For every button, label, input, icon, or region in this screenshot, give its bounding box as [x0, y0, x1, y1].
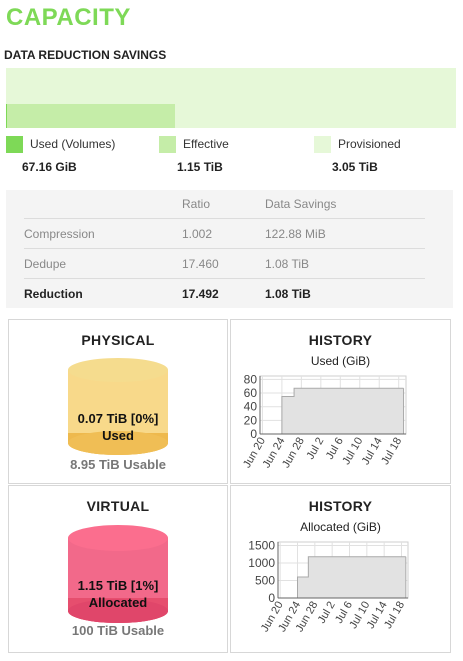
history-area: [278, 556, 406, 598]
virtual-panel: VIRTUAL 1.15 TiB [1%] Allocated 100 TiB …: [8, 485, 228, 653]
header-data-savings: Data Savings: [265, 197, 337, 211]
reduction-stats-table: Ratio Data Savings Compression 1.002 122…: [6, 190, 453, 308]
table-row: Dedupe 17.460 1.08 TiB: [24, 248, 425, 279]
history-allocated-subtitle: Allocated (GiB): [300, 520, 381, 534]
effective-value: 1.15 TiB: [177, 160, 223, 174]
virtual-cylinder-top: [68, 525, 168, 551]
physical-panel: PHYSICAL 0.07 TiB [0%] Used 8.95 TiB Usa…: [8, 319, 228, 484]
table-row: Compression 1.002 122.88 MiB: [24, 218, 425, 249]
provisioned-value: 3.05 TiB: [332, 160, 378, 174]
effective-bar: [6, 104, 175, 128]
physical-title: PHYSICAL: [81, 332, 155, 348]
physical-used-caption: Used: [102, 428, 134, 443]
row-savings: 1.08 TiB: [265, 278, 425, 308]
row-label: Compression: [24, 218, 182, 249]
effective-swatch: [159, 136, 176, 153]
history-allocated-panel: HISTORY Allocated (GiB) Jun 20 Jun 24 Jun …: [230, 485, 451, 653]
x-tick-label: Jul 18: [379, 436, 404, 467]
y-tick-label: 500: [255, 574, 275, 588]
table-row: Reduction 17.492 1.08 TiB: [24, 278, 425, 308]
physical-cylinder-top: [68, 358, 168, 382]
row-savings: 122.88 MiB: [265, 218, 425, 249]
y-tick-label: 40: [244, 400, 258, 414]
history-used-panel: HISTORY Used (GiB) Jun 20 Jun 24 Jun 28 Jul…: [230, 319, 451, 484]
y-tick-label: 0: [268, 591, 275, 605]
y-tick-label: 1500: [248, 539, 275, 553]
used-bar: [6, 104, 7, 128]
physical-cylinder-fill-top: [68, 431, 168, 455]
header-blank: [24, 190, 182, 219]
table-header-row: Ratio Data Savings: [24, 190, 425, 219]
y-tick-label: 1000: [248, 556, 275, 570]
legend-used-label: Used (Volumes): [30, 137, 116, 151]
y-tick-label: 20: [244, 413, 258, 427]
row-savings: 1.08 TiB: [265, 248, 425, 279]
virtual-allocated-caption: Allocated: [88, 595, 148, 610]
physical-usable: 8.95 TiB Usable: [70, 457, 166, 472]
row-label: Dedupe: [24, 248, 182, 279]
virtual-allocated-amount: 1.15 TiB [1%]: [77, 578, 159, 593]
data-reduction-title: DATA REDUCTION SAVINGS: [4, 48, 167, 62]
provisioned-swatch: [314, 136, 331, 153]
legend-provisioned-label: Provisioned: [338, 137, 401, 151]
history-used-subtitle: Used (GiB): [310, 354, 371, 368]
page-title: CAPACITY: [6, 4, 131, 31]
x-tick-label: Jul 2: [316, 600, 338, 626]
history-allocated-title: HISTORY: [308, 498, 373, 514]
used-value: 67.16 GiB: [22, 160, 77, 174]
y-tick-label: 80: [244, 372, 258, 386]
history-area: [260, 388, 404, 434]
physical-used-amount: 0.07 TiB [0%]: [77, 411, 159, 426]
header-ratio: Ratio: [182, 197, 211, 211]
used-swatch: [6, 136, 23, 153]
virtual-cylinder-fill-top: [68, 599, 168, 623]
capacity-bar: [6, 68, 456, 128]
virtual-cylinder: [68, 525, 168, 623]
physical-cylinder: [68, 358, 168, 455]
row-label: Reduction: [24, 278, 182, 308]
virtual-usable: 100 TiB Usable: [71, 623, 165, 638]
legend-effective-label: Effective: [183, 137, 229, 151]
y-tick-label: 60: [244, 386, 258, 400]
row-ratio: 1.002: [182, 218, 265, 249]
y-tick-label: 0: [250, 427, 257, 441]
row-ratio: 17.492: [182, 278, 265, 308]
x-tick-label: Jul 2: [304, 436, 326, 462]
row-ratio: 17.460: [182, 248, 265, 279]
virtual-title: VIRTUAL: [86, 498, 150, 514]
history-used-title: HISTORY: [308, 332, 373, 348]
